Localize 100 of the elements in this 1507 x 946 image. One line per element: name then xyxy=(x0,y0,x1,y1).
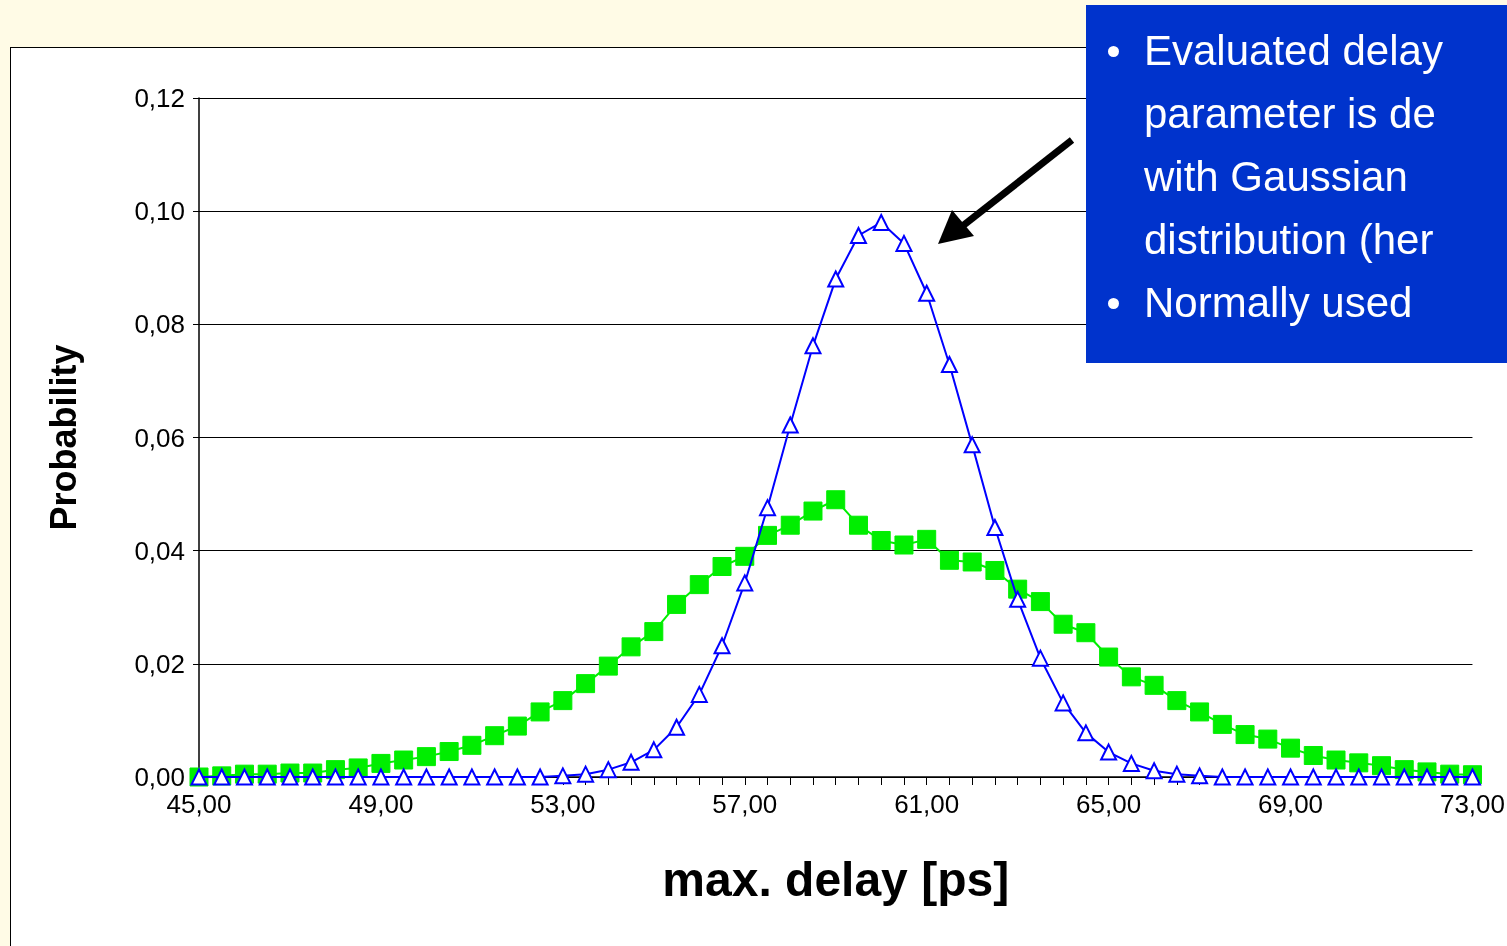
annotation: Normally used xyxy=(1144,278,1413,328)
point xyxy=(1031,649,1049,667)
point xyxy=(1100,743,1118,761)
point xyxy=(1349,753,1369,773)
point xyxy=(576,674,596,694)
point xyxy=(1099,647,1119,667)
point xyxy=(985,560,1005,580)
point xyxy=(780,515,800,535)
x-tick-label: 65,00 xyxy=(1076,789,1142,819)
point xyxy=(1212,714,1232,734)
point xyxy=(917,529,937,549)
point xyxy=(463,768,481,786)
point xyxy=(553,691,573,711)
point xyxy=(759,499,777,517)
point xyxy=(918,284,936,302)
point xyxy=(872,213,890,231)
point xyxy=(848,515,868,535)
point xyxy=(417,768,435,786)
point xyxy=(372,768,390,786)
point xyxy=(622,753,640,771)
point xyxy=(1326,750,1346,770)
y-tick-label: 0,00 xyxy=(134,762,185,792)
point xyxy=(1076,623,1096,643)
point xyxy=(554,767,572,785)
point xyxy=(1145,762,1163,780)
x-tick-label: 45,00 xyxy=(166,789,232,819)
y-tick-label: 0,12 xyxy=(134,83,185,113)
point xyxy=(1054,694,1072,712)
y-tick-label: 0,04 xyxy=(134,535,185,566)
point xyxy=(1395,768,1413,786)
point xyxy=(1009,590,1027,608)
point xyxy=(1167,691,1187,711)
point xyxy=(713,637,731,655)
point xyxy=(371,753,391,773)
point xyxy=(485,726,505,746)
point xyxy=(394,750,414,770)
point xyxy=(1258,729,1278,749)
point xyxy=(1350,768,1368,786)
point xyxy=(826,490,846,510)
point xyxy=(644,622,664,642)
point xyxy=(1213,768,1231,786)
annotation: Evaluated delay parameter is de with Gaussian distribution (her xyxy=(1144,26,1444,265)
point xyxy=(758,525,778,545)
point xyxy=(736,574,754,592)
point xyxy=(577,765,595,783)
point xyxy=(440,768,458,786)
point xyxy=(712,557,732,577)
point xyxy=(304,768,322,786)
point xyxy=(894,535,914,555)
point xyxy=(1053,614,1073,634)
point xyxy=(1372,756,1392,776)
point xyxy=(940,356,958,374)
point xyxy=(1304,768,1322,786)
point xyxy=(1259,768,1277,786)
point xyxy=(326,768,344,786)
point xyxy=(1282,768,1300,786)
y-tick-label: 0,02 xyxy=(134,648,185,679)
point xyxy=(1077,724,1095,742)
point xyxy=(1030,592,1050,612)
point xyxy=(986,518,1004,536)
x-axis-title: max. delay [ps] xyxy=(662,852,1010,906)
point xyxy=(667,594,687,614)
point xyxy=(1373,768,1391,786)
point xyxy=(439,742,459,762)
point xyxy=(598,656,618,676)
point xyxy=(690,685,708,703)
point xyxy=(486,768,504,786)
point xyxy=(804,337,822,355)
point xyxy=(349,768,367,786)
y-axis-title: Probability xyxy=(42,344,84,531)
point xyxy=(827,270,845,288)
point xyxy=(281,768,299,786)
point xyxy=(621,637,641,657)
point xyxy=(1235,725,1255,745)
point xyxy=(1121,667,1141,687)
x-tick-label: 69,00 xyxy=(1258,789,1324,819)
point xyxy=(1144,675,1164,695)
point xyxy=(689,575,709,595)
point xyxy=(803,501,823,521)
point xyxy=(1418,768,1436,786)
point xyxy=(735,546,755,566)
point xyxy=(1168,765,1186,783)
point xyxy=(962,552,982,572)
point xyxy=(645,741,663,759)
point xyxy=(1236,768,1254,786)
point xyxy=(416,747,436,767)
point xyxy=(508,768,526,786)
x-tick-label: 53,00 xyxy=(530,789,596,819)
point xyxy=(1327,768,1345,786)
point xyxy=(507,716,527,736)
point xyxy=(1122,754,1140,772)
x-tick-label: 57,00 xyxy=(712,789,778,819)
point xyxy=(668,718,686,736)
point xyxy=(1281,738,1301,758)
point xyxy=(963,436,981,454)
point xyxy=(531,768,549,786)
point xyxy=(530,702,550,722)
point xyxy=(939,550,959,570)
point xyxy=(781,416,799,434)
point xyxy=(599,761,617,779)
